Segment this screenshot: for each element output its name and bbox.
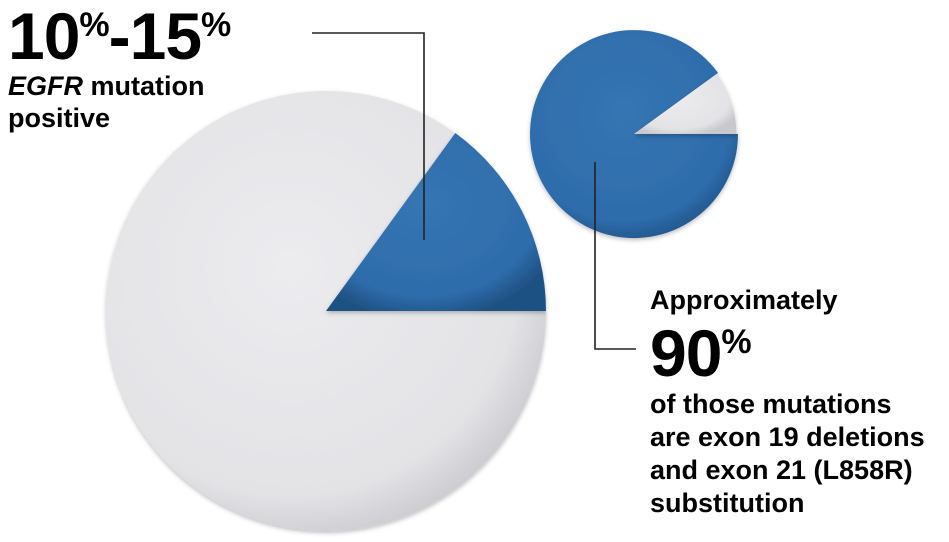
- large-pie: [105, 90, 546, 531]
- right-annotation-value: 90%: [650, 315, 752, 390]
- leader-line-left: [312, 32, 425, 240]
- left-annotation-value: 10%-15%: [8, 0, 231, 73]
- large-pie-slice-egfr: [326, 133, 546, 311]
- left-annotation-text: EGFR mutation positive: [8, 71, 205, 134]
- left-annotation: 10%-15% EGFR mutation positive: [8, 0, 231, 135]
- small-pie: [530, 30, 739, 239]
- right-annotation-text: of those mutations are exon 19 deletions…: [650, 389, 925, 519]
- small-pie-slice-other: [634, 73, 737, 134]
- leader-line-right: [594, 162, 636, 350]
- right-annotation: Approximately 90% of those mutations are…: [650, 284, 925, 520]
- gene-name: EGFR: [8, 71, 84, 102]
- small-pie-slice-exon: [530, 30, 739, 239]
- right-annotation-pre: Approximately: [650, 285, 838, 315]
- large-pie-slice-other: [105, 90, 546, 531]
